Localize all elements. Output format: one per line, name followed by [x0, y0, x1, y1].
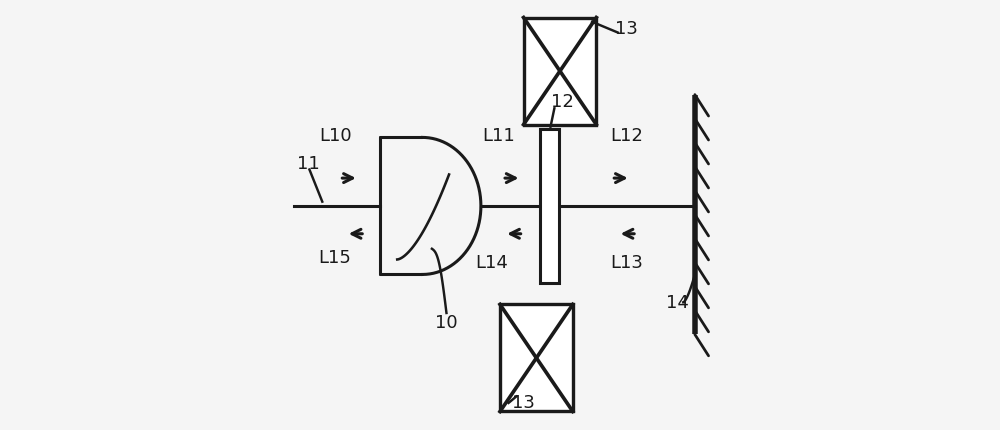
Bar [500, 305, 573, 412]
Text: L13: L13 [610, 253, 643, 271]
Text: 13: 13 [512, 393, 535, 411]
Text: L14: L14 [475, 253, 508, 271]
Text: L12: L12 [610, 127, 643, 145]
Text: 13: 13 [615, 20, 638, 38]
Text: 10: 10 [435, 313, 458, 331]
Text: L15: L15 [319, 249, 352, 267]
Bar [524, 18, 596, 125]
Text: L11: L11 [482, 127, 515, 145]
Bar [540, 129, 559, 283]
Text: L10: L10 [319, 127, 351, 145]
Text: 11: 11 [297, 155, 319, 173]
Text: 14: 14 [666, 294, 689, 312]
Text: 12: 12 [551, 93, 574, 111]
